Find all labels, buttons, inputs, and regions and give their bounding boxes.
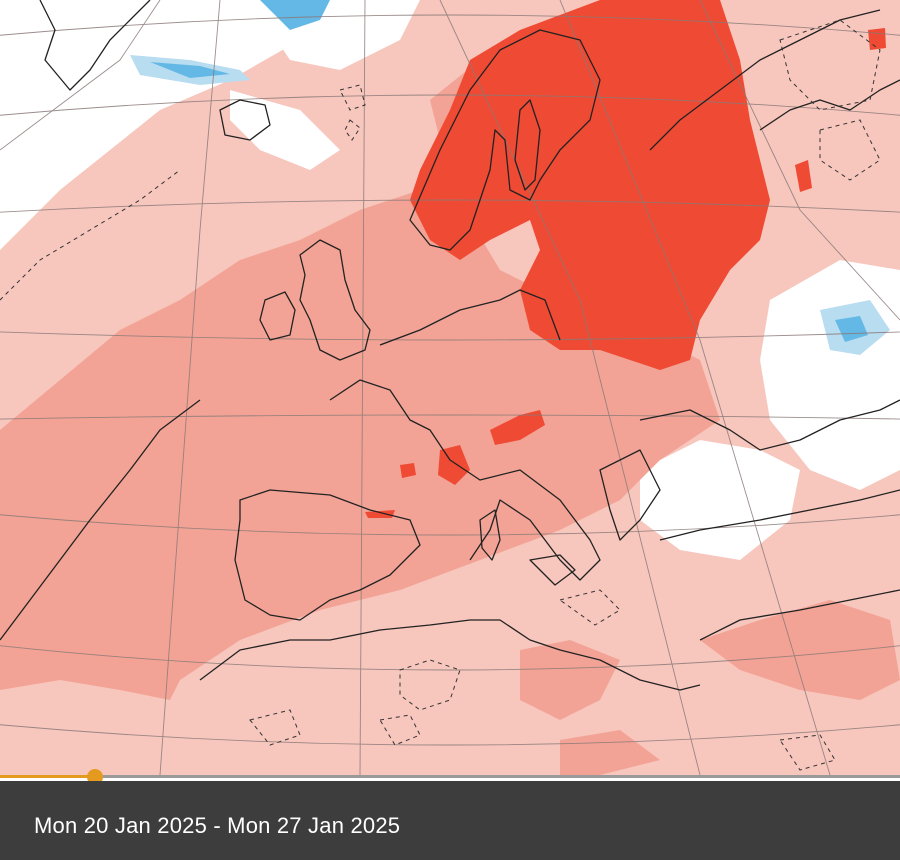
strong-anomaly-areas	[365, 0, 886, 518]
timeline-track[interactable]	[0, 775, 900, 778]
footer-bar: Mon 20 Jan 2025 - Mon 27 Jan 2025	[0, 781, 900, 860]
dashed-contours	[0, 19, 881, 771]
graticule	[0, 0, 900, 775]
date-range-label: Mon 20 Jan 2025 - Mon 27 Jan 2025	[34, 813, 401, 838]
coastlines	[0, 0, 900, 691]
cold-anomaly-areas	[130, 0, 890, 355]
timeline-slider[interactable]	[0, 769, 900, 785]
map-canvas	[0, 0, 900, 775]
timeline-progress	[0, 775, 95, 778]
temperature-anomaly-map	[0, 0, 900, 775]
